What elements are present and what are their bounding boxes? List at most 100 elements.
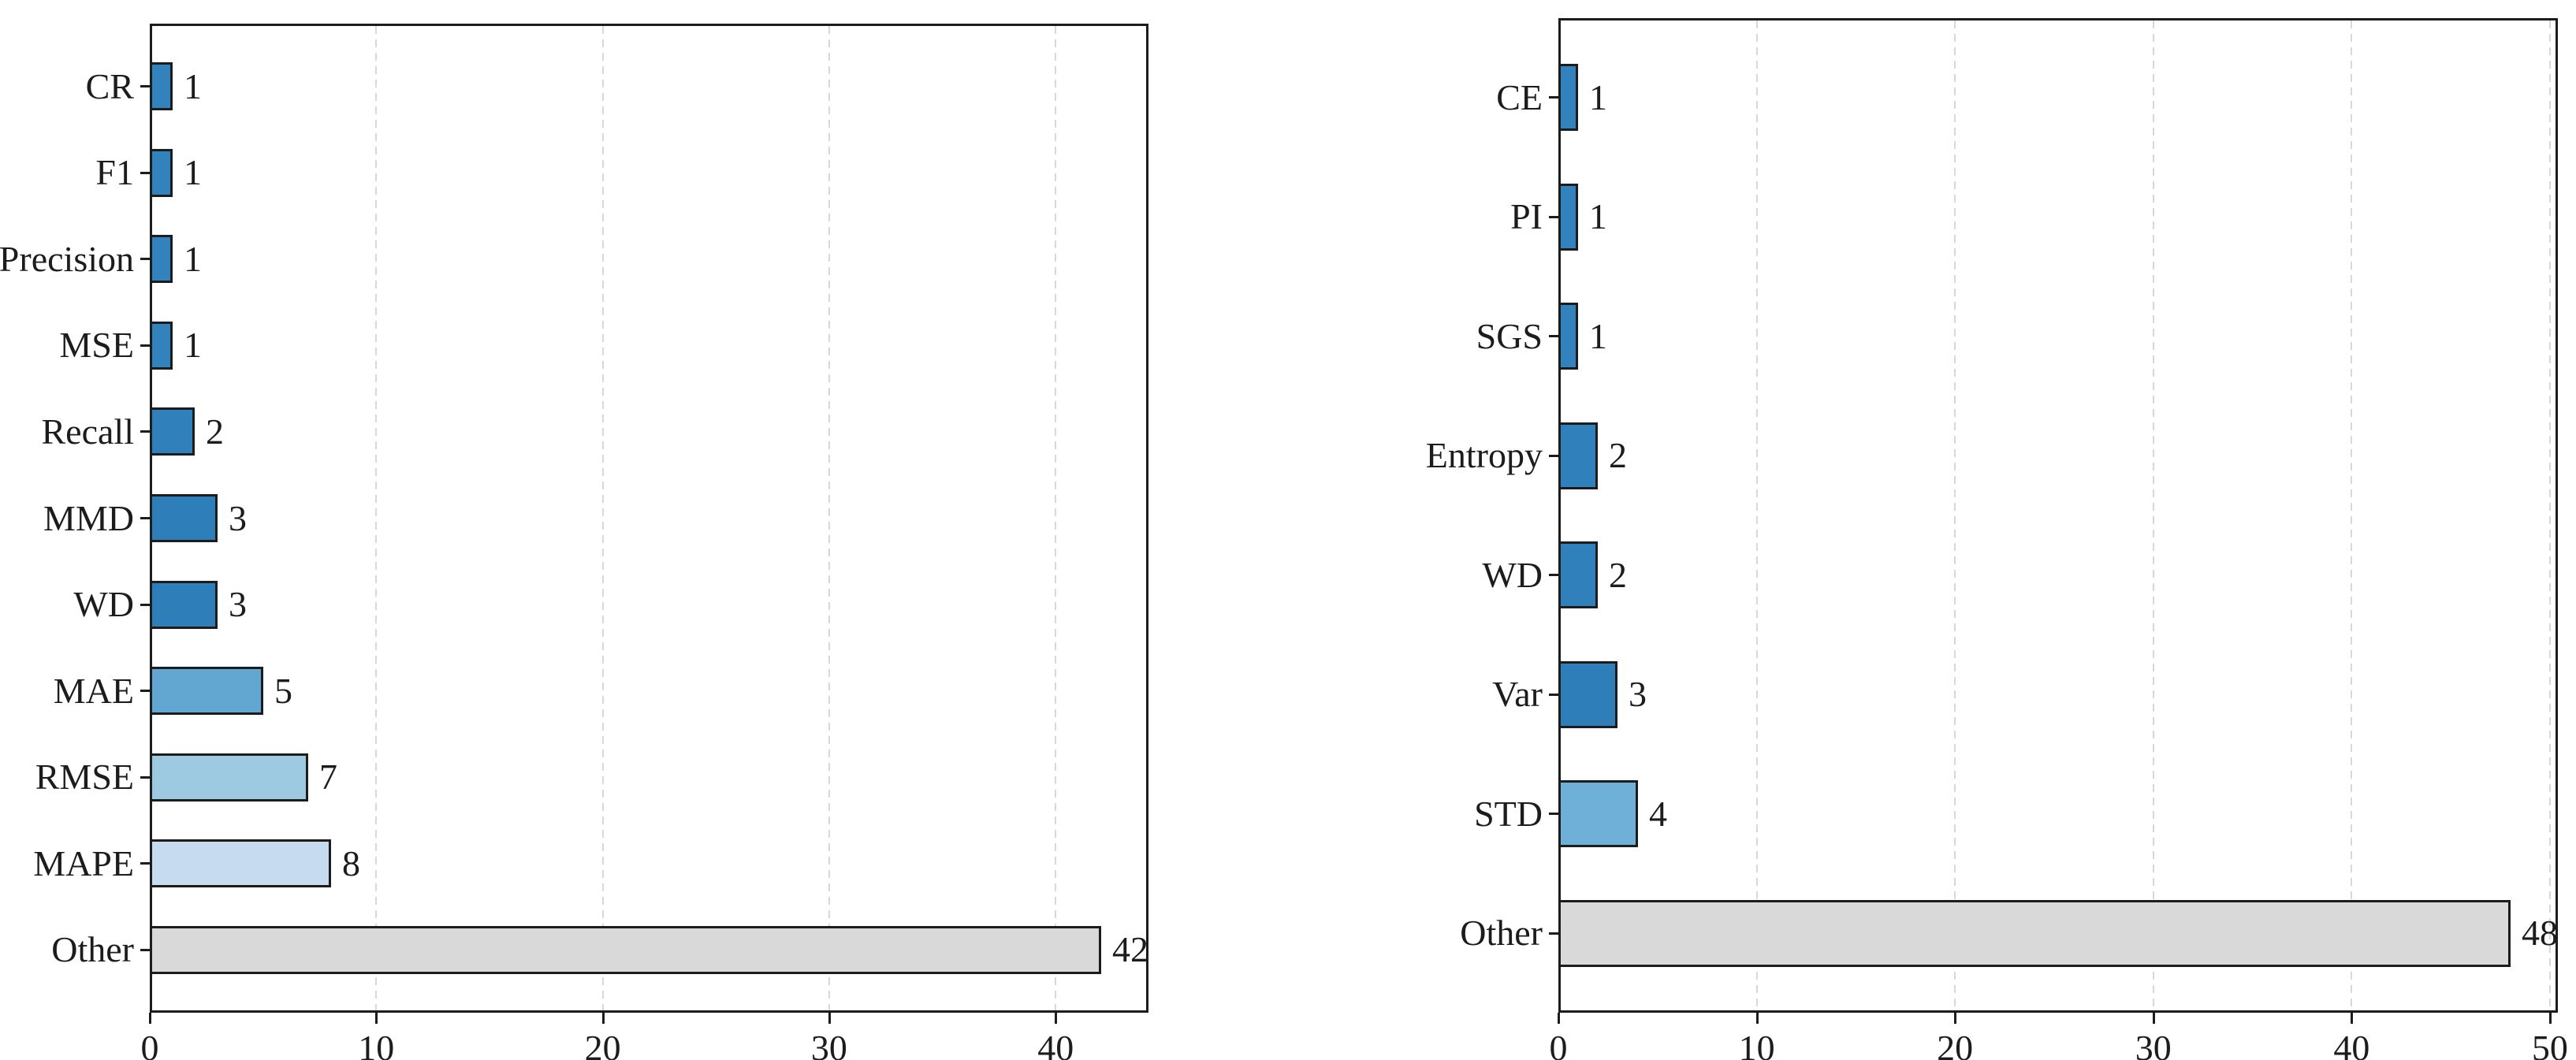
left-chart-gridline-20 <box>601 26 604 1010</box>
right-chart-y-tick-mark-other <box>1549 932 1558 935</box>
left-chart-category-label-f1: F1 <box>95 152 134 192</box>
left-chart-bar-mmd <box>150 494 218 542</box>
left-chart-gridline-30 <box>828 26 830 1010</box>
left-chart-value-label-other: 42 <box>1112 929 1148 969</box>
right-chart-bar-var <box>1558 661 1617 728</box>
right-chart-x-tick-mark-0 <box>1558 1013 1560 1024</box>
right-chart-value-label-other: 48 <box>2522 913 2558 953</box>
left-chart-x-tick-mark-0 <box>149 1013 151 1024</box>
right-chart-gridline-50 <box>2548 20 2551 1010</box>
left-chart-y-tick-mark-other <box>140 949 150 951</box>
right-chart-gridline-20 <box>1954 20 1956 1010</box>
left-chart-x-tick-label-30: 30 <box>810 1028 847 1060</box>
left-chart-bar-mae <box>150 667 263 715</box>
right-chart-category-label-entropy: Entropy <box>1425 435 1543 475</box>
left-chart-value-label-recall: 2 <box>206 411 224 452</box>
right-chart-bar-sgs <box>1558 303 1578 370</box>
left-chart-value-label-mape: 8 <box>342 843 360 883</box>
left-chart-bar-other <box>150 926 1101 974</box>
left-chart-value-label-mae: 5 <box>274 671 292 711</box>
left-chart-x-tick-label-10: 10 <box>358 1028 395 1060</box>
right-chart-x-tick-label-0: 0 <box>1549 1028 1568 1060</box>
left-chart-bar-rmse <box>150 753 308 802</box>
right-chart-value-label-wd: 2 <box>1609 555 1627 595</box>
right-chart-x-tick-mark-10 <box>1755 1013 1759 1024</box>
left-chart-category-label-recall: Recall <box>41 411 135 452</box>
right-chart-y-tick-mark-wd <box>1549 574 1558 576</box>
left-chart-y-tick-mark-f1 <box>140 172 150 174</box>
right-chart-bar-entropy <box>1558 422 1598 489</box>
left-chart-y-tick-mark-rmse <box>140 776 150 779</box>
right-chart-x-tick-mark-50 <box>2548 1013 2552 1024</box>
left-chart-gridline-40 <box>1055 26 1057 1010</box>
left-chart-bar-f1 <box>150 149 173 197</box>
left-chart-x-tick-mark-10 <box>375 1013 378 1024</box>
left-chart-y-tick-mark-mmd <box>140 517 150 519</box>
right-chart-y-tick-mark-sgs <box>1549 335 1558 337</box>
left-chart-category-label-rmse: RMSE <box>35 757 134 797</box>
left-chart-x-tick-label-40: 40 <box>1037 1028 1074 1060</box>
left-chart-value-label-rmse: 7 <box>319 757 337 797</box>
right-chart-bar-wd <box>1558 541 1598 608</box>
right-chart-plot-area <box>1558 18 2558 1013</box>
right-chart-category-label-wd: WD <box>1482 555 1543 595</box>
left-chart-category-label-mse: MSE <box>59 325 134 365</box>
right-chart-bar-std <box>1558 780 1638 847</box>
right-chart-value-label-ce: 1 <box>1589 77 1607 117</box>
left-chart-bar-mape <box>150 839 331 887</box>
left-chart-value-label-mmd: 3 <box>229 498 247 538</box>
right-chart-value-label-entropy: 2 <box>1609 435 1627 475</box>
right-chart-y-tick-mark-var <box>1549 694 1558 696</box>
right-chart-x-tick-mark-40 <box>2351 1013 2354 1024</box>
left-chart-value-label-mse: 1 <box>184 325 202 365</box>
left-chart-bar-recall <box>150 407 195 456</box>
right-chart-bar-other <box>1558 900 2511 967</box>
left-chart-bar-wd <box>150 581 218 629</box>
left-chart-x-tick-mark-20 <box>601 1013 605 1024</box>
left-chart-bar-precision <box>150 235 173 283</box>
left-chart-gridline-10 <box>375 26 378 1010</box>
right-chart-x-tick-label-30: 30 <box>2135 1028 2172 1060</box>
left-chart-bar-mse <box>150 322 173 370</box>
right-chart-y-tick-mark-std <box>1549 813 1558 815</box>
left-chart-category-label-other: Other <box>51 929 134 969</box>
right-chart-value-label-pi: 1 <box>1589 196 1607 236</box>
right-chart-value-label-sgs: 1 <box>1589 316 1607 356</box>
left-chart-category-label-precision: Precision <box>0 239 134 279</box>
left-chart-category-label-cr: CR <box>85 66 134 106</box>
right-chart-x-tick-mark-30 <box>2152 1013 2155 1024</box>
right-chart-x-tick-label-10: 10 <box>1738 1028 1775 1060</box>
right-chart-value-label-std: 4 <box>1649 794 1667 834</box>
right-chart-value-label-var: 3 <box>1629 674 1647 714</box>
right-chart-category-label-other: Other <box>1460 913 1543 953</box>
left-chart-category-label-mae: MAE <box>53 671 134 711</box>
right-chart-bar-ce <box>1558 64 1578 131</box>
left-chart-x-tick-label-0: 0 <box>140 1028 159 1060</box>
left-chart-category-label-wd: WD <box>73 584 134 624</box>
right-chart-y-tick-mark-pi <box>1549 216 1558 218</box>
right-chart-category-label-std: STD <box>1474 794 1543 834</box>
right-chart-y-tick-mark-entropy <box>1549 455 1558 457</box>
left-chart-x-tick-mark-40 <box>1055 1013 1058 1024</box>
left-chart-y-tick-mark-mse <box>140 344 150 347</box>
left-chart-value-label-f1: 1 <box>184 152 202 192</box>
right-chart-bar-pi <box>1558 184 1578 251</box>
left-chart-y-tick-mark-mape <box>140 862 150 865</box>
right-chart-category-label-ce: CE <box>1496 77 1543 117</box>
right-chart-gridline-30 <box>2152 20 2154 1010</box>
left-chart-x-tick-mark-30 <box>828 1013 831 1024</box>
left-chart-x-tick-label-20: 20 <box>584 1028 621 1060</box>
left-chart-value-label-wd: 3 <box>229 584 247 624</box>
right-chart-gridline-10 <box>1755 20 1758 1010</box>
left-chart-value-label-cr: 1 <box>184 66 202 106</box>
right-chart-y-tick-mark-ce <box>1549 96 1558 99</box>
left-chart-bar-cr <box>150 62 173 110</box>
right-chart-x-tick-label-40: 40 <box>2333 1028 2370 1060</box>
right-chart-x-tick-label-50: 50 <box>2531 1028 2568 1060</box>
left-chart-category-label-mape: MAPE <box>33 843 134 883</box>
left-chart-y-tick-mark-cr <box>140 85 150 87</box>
right-chart-category-label-pi: PI <box>1510 196 1543 236</box>
left-chart-y-tick-mark-wd <box>140 604 150 606</box>
right-chart-x-tick-mark-20 <box>1954 1013 1957 1024</box>
